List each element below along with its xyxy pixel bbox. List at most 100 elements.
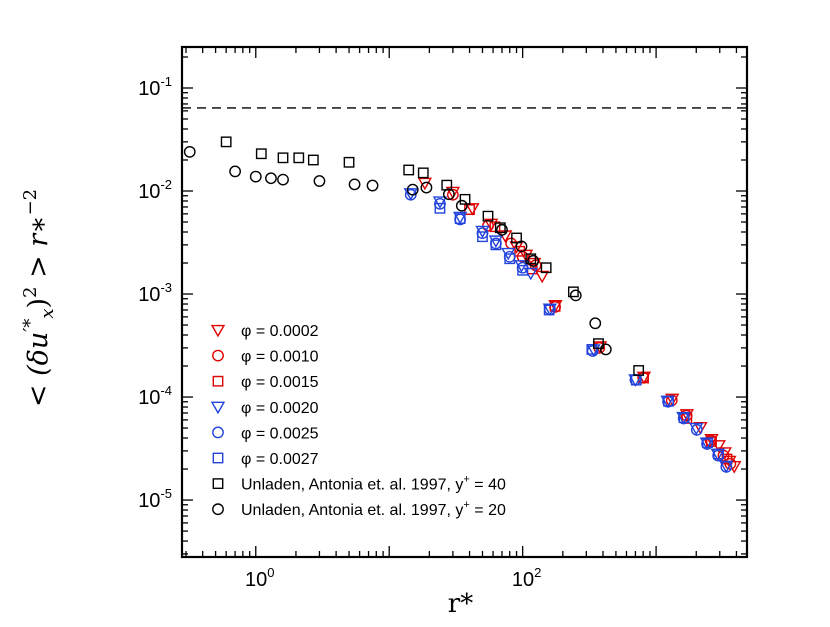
y-tick-label: 10-2 <box>138 177 172 203</box>
legend-marker <box>210 324 226 338</box>
data-point <box>517 264 529 276</box>
y-tick-label: 10-3 <box>138 280 172 306</box>
data-point <box>249 170 262 183</box>
y-tick-label: 10-5 <box>138 486 172 512</box>
series-7 <box>220 136 645 376</box>
data-point <box>540 262 552 274</box>
data-point <box>432 196 448 209</box>
data-point <box>690 423 703 436</box>
data-point <box>313 175 326 187</box>
data-point <box>455 199 468 212</box>
legend-entry: φ = 0.0015 <box>212 374 319 391</box>
data-point <box>713 448 724 460</box>
y-tick-label: 10-4 <box>138 383 172 409</box>
data-point <box>307 154 319 166</box>
data-marks <box>183 136 742 474</box>
data-point <box>366 179 379 192</box>
data-point <box>511 232 522 244</box>
data-point <box>515 240 528 253</box>
legend-label: φ = 0.0027 <box>241 451 319 468</box>
data-point <box>527 254 540 267</box>
data-point <box>417 167 429 179</box>
data-point <box>465 203 480 216</box>
legend-entry: φ = 0.0025 <box>212 425 319 442</box>
data-point <box>490 239 502 251</box>
data-point <box>525 253 537 265</box>
data-point <box>420 181 433 194</box>
data-point <box>183 145 196 158</box>
data-point <box>494 222 506 234</box>
series-8 <box>183 145 612 356</box>
data-point <box>720 460 733 473</box>
plot-frame <box>180 45 749 559</box>
data-point <box>403 188 418 201</box>
data-point <box>446 188 459 201</box>
legend-entry: Unladen, Antonia et. al. 1997, y+ = 40 <box>212 474 506 494</box>
data-point <box>348 178 361 191</box>
legend-label: φ = 0.0020 <box>241 400 319 417</box>
data-point <box>633 365 645 376</box>
legend-label: φ = 0.0025 <box>241 425 319 442</box>
legend-marker <box>212 349 224 362</box>
data-point <box>220 136 232 148</box>
data-point <box>678 412 690 424</box>
data-point <box>434 202 446 214</box>
data-point <box>277 173 289 186</box>
legend-marker <box>212 452 224 464</box>
data-point <box>477 231 488 243</box>
legend-entry: φ = 0.0010 <box>212 349 319 366</box>
legend-label: φ = 0.0015 <box>241 374 319 391</box>
legend-marker <box>212 375 224 387</box>
data-point <box>406 183 419 196</box>
legend-marker <box>212 478 224 489</box>
data-point <box>589 317 602 330</box>
data-point <box>599 343 612 356</box>
data-point <box>404 188 417 201</box>
legend: φ = 0.0002 φ = 0.0010 φ = 0.0015 φ = 0.0020… <box>210 323 506 519</box>
data-point <box>442 188 455 201</box>
data-point <box>343 156 355 168</box>
data-point <box>569 289 582 302</box>
y-tick-label: 10-1 <box>138 74 172 100</box>
data-point <box>277 152 289 164</box>
legend-entry: φ = 0.0020 <box>210 400 319 417</box>
data-point <box>496 223 508 236</box>
data-point <box>403 164 415 176</box>
data-point <box>567 286 579 298</box>
axes: 10-1 10-2 10-3 10-4 10-5 100 102 r* < (δu′*x)2 >… <box>20 45 749 619</box>
legend-marker <box>212 503 224 516</box>
data-point <box>534 270 550 284</box>
data-point <box>452 211 468 225</box>
legend-label: φ = 0.0002 <box>241 323 319 340</box>
data-point <box>543 304 555 316</box>
data-point <box>664 393 680 407</box>
data-point <box>689 422 704 436</box>
data-point <box>454 213 466 224</box>
data-point <box>702 437 713 449</box>
x-axis-title: r* <box>448 589 473 619</box>
data-point <box>417 177 433 191</box>
data-point <box>663 395 674 407</box>
data-point <box>293 152 305 164</box>
data-point <box>265 172 277 185</box>
legend-entry: φ = 0.0027 <box>212 451 319 468</box>
data-point <box>586 344 598 355</box>
series-6 <box>434 202 724 460</box>
data-point <box>488 235 504 248</box>
legend-marker <box>212 426 224 439</box>
x-tick-label: 100 <box>245 565 274 591</box>
data-point <box>593 338 604 350</box>
data-point <box>482 210 494 222</box>
data-point <box>229 165 242 178</box>
data-point <box>445 186 461 200</box>
series-5 <box>404 188 733 473</box>
legend-entry: φ = 0.0002 <box>210 323 319 340</box>
x-tick-label: 102 <box>512 565 541 591</box>
data-point <box>255 148 267 160</box>
data-point <box>483 218 499 232</box>
y-axis-title: < (δu′*x)2 > r∗−2 <box>20 189 58 407</box>
legend-marker <box>210 401 226 415</box>
legend-label: Unladen, Antonia et. al. 1997, y+ = 20 <box>241 499 506 519</box>
series-4 <box>403 188 734 474</box>
